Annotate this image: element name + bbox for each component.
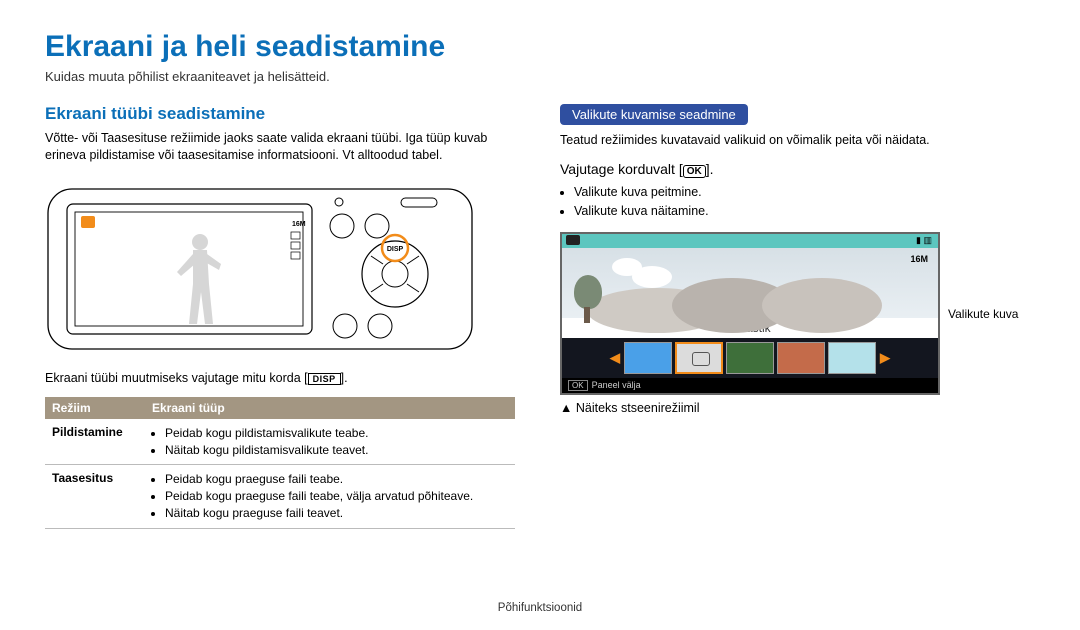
tree-icon xyxy=(574,263,604,323)
preview-scene: 16M xyxy=(562,248,938,318)
table-row: Pildistamine Peidab kogu pildistamisvali… xyxy=(45,419,515,465)
table-row: Taasesitus Peidab kogu praeguse faili te… xyxy=(45,465,515,528)
thumbnail[interactable] xyxy=(726,342,774,374)
press-prefix: Vajutage korduvalt [ xyxy=(560,161,683,177)
arrow-left-icon[interactable]: ◀ xyxy=(609,350,621,366)
list-item: Valikute kuva näitamine. xyxy=(574,202,1030,221)
preview-footer-text: Paneel välja xyxy=(592,380,641,390)
options-display-pill: Valikute kuvamise seadmine xyxy=(560,104,748,125)
list-item: Peidab kogu praeguse faili teabe. xyxy=(165,471,508,488)
disp-button-label: DISP xyxy=(308,373,341,385)
svg-text:16M: 16M xyxy=(292,221,306,228)
page-footer: Põhifunktsioonid xyxy=(0,602,1080,614)
below-camera-prefix: Ekraani tüübi muutmiseks vajutage mitu k… xyxy=(45,371,308,385)
type-cell: Peidab kogu praeguse faili teabe. Peidab… xyxy=(145,465,515,528)
screen-type-table: Režiim Ekraani tüüp Pildistamine Peidab … xyxy=(45,397,515,529)
section-title-screen-type: Ekraani tüübi seadistamine xyxy=(45,104,515,124)
hill-shape xyxy=(762,278,882,333)
list-item: Näitab kogu praeguse faili teavet. xyxy=(165,505,508,522)
preview-footer: OK Paneel välja xyxy=(562,378,938,393)
preview-top-bar: ▮ ▥ xyxy=(562,234,938,248)
battery-icon: ▮ ▥ xyxy=(916,235,932,246)
right-column: Valikute kuvamise seadmine Teatud režiim… xyxy=(560,104,1030,529)
example-caption: ▲ Näiteks stseenirežiimil xyxy=(560,401,1030,415)
page-title: Ekraani ja heli seadistamine xyxy=(45,30,1035,64)
svg-text:DISP: DISP xyxy=(387,246,404,253)
thumbnail-strip: ◀ ▶ xyxy=(562,338,938,378)
section-desc: Võtte- või Taasesituse režiimide jaoks s… xyxy=(45,130,515,164)
ok-button-label: OK xyxy=(683,165,706,178)
thumbnail[interactable] xyxy=(777,342,825,374)
thumbnail-selected[interactable] xyxy=(675,342,723,374)
cloud-icon xyxy=(632,266,672,288)
left-column: Ekraani tüübi seadistamine Võtte- või Ta… xyxy=(45,104,515,529)
th-type: Ekraani tüüp xyxy=(145,397,515,419)
ok-icon: OK xyxy=(568,380,588,391)
camera-icon xyxy=(692,352,710,366)
th-mode: Režiim xyxy=(45,397,145,419)
page-subtitle: Kuidas muuta põhilist ekraaniteavet ja h… xyxy=(45,69,1035,84)
mode-icon xyxy=(566,235,580,245)
arrow-right-icon[interactable]: ▶ xyxy=(879,350,891,366)
below-camera-suffix: ]. xyxy=(341,371,348,385)
list-item: Peidab kogu praeguse faili teabe, välja … xyxy=(165,488,508,505)
type-cell: Peidab kogu pildistamisvalikute teabe. N… xyxy=(145,419,515,465)
list-item: Valikute kuva peitmine. xyxy=(574,183,1030,202)
preview-screen: ▮ ▥ 16M Maastik ◀ xyxy=(560,232,940,395)
mode-cell: Taasesitus xyxy=(45,465,145,528)
camera-back-illustration: 16M xyxy=(45,184,475,354)
list-item: Peidab kogu pildistamisvalikute teabe. xyxy=(165,425,508,442)
mode-cell: Pildistamine xyxy=(45,419,145,465)
thumbnail[interactable] xyxy=(624,342,672,374)
options-view-label: Valikute kuva xyxy=(948,307,1018,321)
resolution-indicator: 16M xyxy=(910,254,928,264)
below-camera-text: Ekraani tüübi muutmiseks vajutage mitu k… xyxy=(45,371,515,385)
options-desc: Teatud režiimides kuvatavaid valikuid on… xyxy=(560,132,1030,149)
list-item: Näitab kogu pildistamisvalikute teavet. xyxy=(165,442,508,459)
press-instruction: Vajutage korduvalt [OK]. xyxy=(560,161,1030,178)
press-suffix: ]. xyxy=(706,161,714,177)
thumbnail[interactable] xyxy=(828,342,876,374)
options-bullets: Valikute kuva peitmine. Valikute kuva nä… xyxy=(574,183,1030,221)
